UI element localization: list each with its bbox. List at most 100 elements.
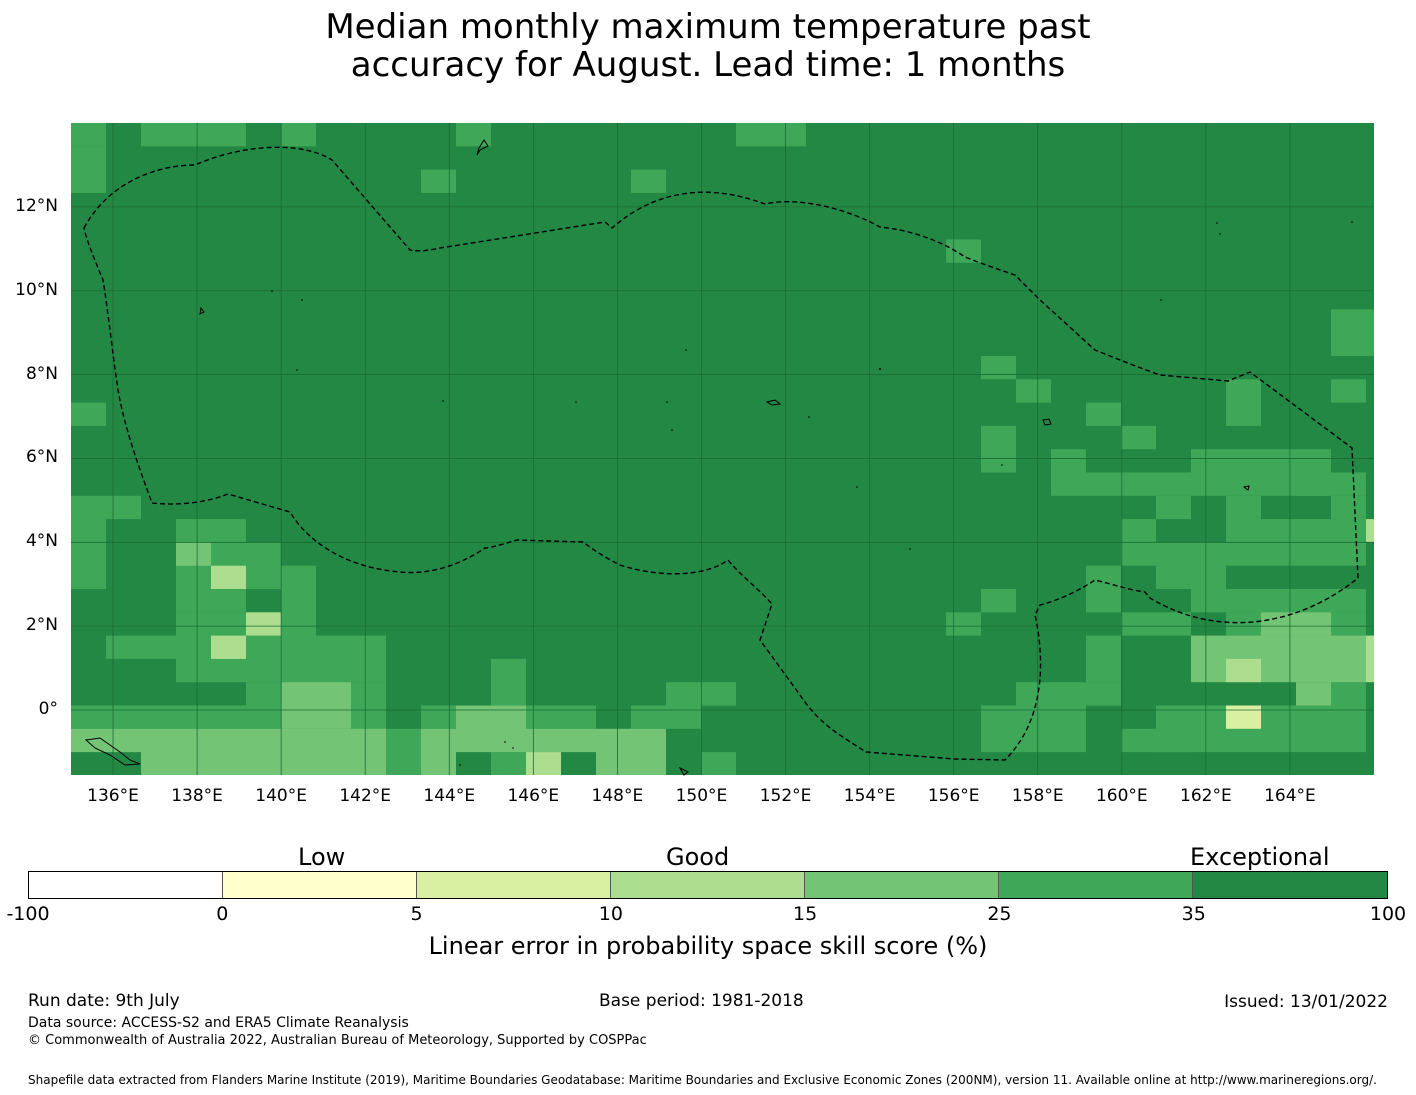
lon-tick-label: 150°E xyxy=(675,786,728,806)
skill-cell xyxy=(946,239,981,263)
lon-tick-label: 146°E xyxy=(507,786,560,806)
colorbar-tick-label: 10 xyxy=(598,903,623,925)
colorbar-tick-label: 100 xyxy=(1369,903,1407,925)
island-new-guinea xyxy=(84,737,141,766)
chart-title: Median monthly maximum temperature past … xyxy=(0,8,1416,84)
skill-cell xyxy=(246,542,281,589)
lat-tick-label: 8°N xyxy=(25,363,58,384)
island-yap xyxy=(199,306,205,315)
colorbar-label: Linear error in probability space skill … xyxy=(428,932,988,960)
lon-tick-label: 144°E xyxy=(423,786,476,806)
colorbar xyxy=(28,871,1388,899)
skill-cell xyxy=(71,495,141,520)
skill-cell xyxy=(596,728,666,775)
lon-tick-label: 138°E xyxy=(171,786,223,806)
skill-cell xyxy=(981,589,1016,613)
skill-cell xyxy=(631,169,666,193)
colorbar-category-exceptional: Exceptional xyxy=(1190,843,1330,871)
skill-cell xyxy=(71,146,106,193)
run-date: Run date: 9th July xyxy=(28,991,180,1011)
data-source: Data source: ACCESS-S2 and ERA5 Climate … xyxy=(28,1015,409,1031)
skill-cell xyxy=(386,728,421,775)
colorbar-segment xyxy=(611,872,805,898)
colorbar-tick-label: 25 xyxy=(987,903,1012,925)
colorbar-tick-label: 15 xyxy=(793,903,818,925)
island-kosrae xyxy=(1242,485,1250,491)
colorbar-segment xyxy=(223,872,417,898)
skill-cell xyxy=(1226,658,1261,683)
colorbar-tick-label: 0 xyxy=(216,903,229,925)
skill-cell xyxy=(281,682,351,729)
skill-map xyxy=(71,123,1374,776)
skill-cell xyxy=(1226,379,1261,426)
skill-cell xyxy=(666,705,701,729)
skill-cell xyxy=(1086,472,1191,496)
skill-cell xyxy=(1191,589,1366,613)
skill-cells xyxy=(71,123,1374,775)
skill-cell xyxy=(981,356,1016,380)
skill-cell xyxy=(1086,565,1121,613)
skill-cell xyxy=(491,752,526,775)
skill-cell xyxy=(561,705,596,729)
base-period: Base period: 1981-2018 xyxy=(599,991,804,1011)
skill-cell xyxy=(1086,402,1121,426)
skill-cell xyxy=(631,705,666,729)
lat-tick-label: 10°N xyxy=(15,279,58,300)
skill-cell xyxy=(456,705,526,753)
lat-tick-label: 4°N xyxy=(25,531,58,552)
lon-tick-label: 160°E xyxy=(1095,786,1148,806)
skill-cell xyxy=(666,682,736,706)
skill-cell xyxy=(1296,682,1331,706)
skill-cell xyxy=(71,123,106,147)
colorbar-segment xyxy=(417,872,611,898)
lat-tick-label: 12°N xyxy=(15,195,58,216)
skill-cell xyxy=(526,728,596,753)
skill-cell xyxy=(1331,379,1366,403)
colorbar-segment xyxy=(29,872,223,898)
skill-cell xyxy=(1086,635,1121,683)
skill-cell xyxy=(421,169,456,193)
skill-cell xyxy=(1051,449,1086,496)
colorbar-segment xyxy=(1193,872,1387,898)
lon-tick-label: 162°E xyxy=(1180,786,1232,806)
skill-cell xyxy=(1156,542,1226,589)
skill-cell xyxy=(1016,379,1051,403)
skill-cell xyxy=(491,658,526,706)
skill-cell xyxy=(1331,309,1374,356)
skill-cell xyxy=(1261,612,1331,636)
colorbar-segment xyxy=(999,872,1193,898)
skill-cell xyxy=(211,635,246,659)
island-pohnpei xyxy=(1042,418,1052,426)
skill-cell xyxy=(246,612,281,636)
lat-tick-label: 6°N xyxy=(25,447,58,468)
lon-tick-label: 136°E xyxy=(87,786,139,806)
lon-tick-label: 154°E xyxy=(843,786,896,806)
colorbar-category-low: Low xyxy=(298,843,346,871)
skill-cell xyxy=(1331,495,1366,520)
issued-date: Issued: 13/01/2022 xyxy=(1224,992,1388,1012)
skill-cell xyxy=(246,635,281,683)
lat-tick-label: 0° xyxy=(38,699,58,719)
skill-cell xyxy=(981,425,1016,473)
lon-tick-label: 164°E xyxy=(1264,786,1316,806)
colorbar-tick-label: -100 xyxy=(6,903,50,925)
skill-cell xyxy=(281,589,316,683)
skill-cell xyxy=(946,612,981,636)
skill-cell xyxy=(281,123,316,147)
skill-cell xyxy=(71,728,141,753)
lon-tick-label: 158°E xyxy=(1011,786,1064,806)
skill-cell xyxy=(1016,682,1121,706)
colorbar-tick-label: 35 xyxy=(1181,903,1206,925)
island-outlines xyxy=(84,139,1250,776)
skill-cell xyxy=(1366,519,1374,543)
skill-cell xyxy=(1296,472,1366,496)
skill-cell xyxy=(1156,495,1191,520)
skill-cell xyxy=(421,728,456,775)
skill-cell xyxy=(211,565,246,589)
skill-cell xyxy=(71,402,106,426)
skill-cell xyxy=(71,705,246,729)
lon-tick-label: 140°E xyxy=(255,786,307,806)
title-line-1: Median monthly maximum temperature past xyxy=(325,7,1091,47)
skill-cell xyxy=(736,123,806,147)
skill-cell xyxy=(456,123,491,147)
